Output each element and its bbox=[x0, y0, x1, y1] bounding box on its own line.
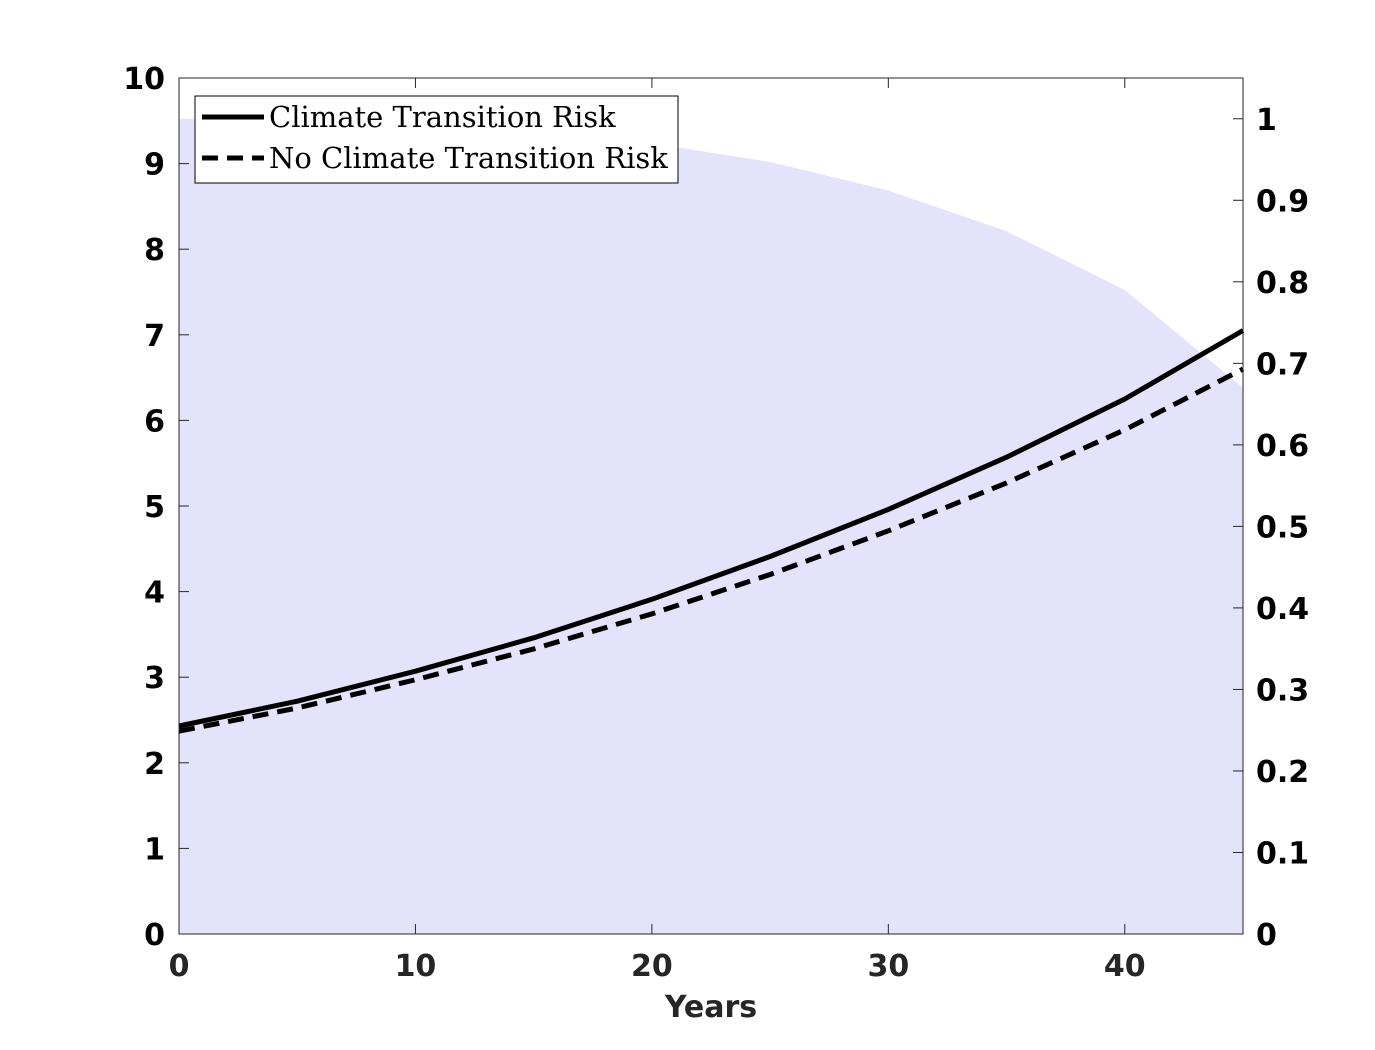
data-point-no-climate-transition-risk-5 bbox=[770, 574, 771, 575]
y2-tick-label: 0 bbox=[1256, 918, 1277, 953]
y-tick-label: 9 bbox=[144, 148, 165, 183]
data-point-climate-transition-risk-8 bbox=[1124, 399, 1125, 400]
y-tick-label: 6 bbox=[144, 404, 165, 439]
data-point-no-climate-transition-risk-7 bbox=[1006, 482, 1007, 483]
y-tick-label: 1 bbox=[144, 832, 165, 867]
y-tick-label: 8 bbox=[144, 233, 165, 268]
data-point-climate-transition-risk-6 bbox=[888, 509, 889, 510]
data-point-climate-transition-risk-1 bbox=[297, 701, 298, 702]
legend-box bbox=[194, 95, 679, 184]
x-tick-label: 20 bbox=[631, 949, 673, 984]
series-layer bbox=[178, 328, 1245, 734]
legend-label-climate-transition-risk: Climate Transition Risk bbox=[269, 100, 616, 134]
y-tick-label: 10 bbox=[123, 62, 165, 97]
x-tick-label: 0 bbox=[169, 949, 190, 984]
y-tick-label: 2 bbox=[144, 747, 165, 782]
series-line-no-climate-transition-risk bbox=[178, 366, 1245, 734]
y2-tick-label: 0.7 bbox=[1256, 347, 1309, 382]
axes-layer: 0 10 20 30 40 0 1 2 3 4 5 6 7 8 9 10 0 0.1 0.2 0.3 0.4 0.5 0.6… bbox=[123, 62, 1309, 984]
y2-tick-label: 1 bbox=[1256, 103, 1277, 138]
data-point-no-climate-transition-risk-2 bbox=[415, 679, 416, 680]
y2-tick-label: 0.4 bbox=[1256, 592, 1309, 627]
y-tick-label: 7 bbox=[144, 319, 165, 354]
y2-tick-label: 0.9 bbox=[1256, 184, 1309, 219]
y-tick-label: 4 bbox=[144, 576, 165, 611]
data-point-no-climate-transition-risk-6 bbox=[888, 530, 889, 531]
x-tick-label: 30 bbox=[867, 949, 909, 984]
legend: Climate Transition Risk No Climate Trans… bbox=[194, 95, 679, 184]
x-tick-label: 10 bbox=[395, 949, 437, 984]
data-point-no-climate-transition-risk-8 bbox=[1124, 429, 1125, 430]
y2-tick-label: 0.2 bbox=[1256, 755, 1309, 790]
y-tick-label: 3 bbox=[144, 661, 165, 696]
shaded-area bbox=[179, 118, 1243, 934]
y2-tick-label: 0.5 bbox=[1256, 510, 1309, 545]
data-point-no-climate-transition-risk-1 bbox=[297, 708, 298, 709]
y2-tick-label: 0.8 bbox=[1256, 266, 1309, 301]
legend-label-no-climate-transition-risk: No Climate Transition Risk bbox=[269, 141, 668, 175]
y2-tick-label: 0.3 bbox=[1256, 673, 1309, 708]
y2-tick-label: 0.1 bbox=[1256, 836, 1309, 871]
series-line-climate-transition-risk bbox=[178, 328, 1245, 729]
data-point-climate-transition-risk-3 bbox=[533, 637, 534, 638]
data-point-no-climate-transition-risk-3 bbox=[533, 648, 534, 649]
y-tick-label: 5 bbox=[144, 490, 165, 525]
x-tick-label: 40 bbox=[1104, 949, 1146, 984]
data-point-no-climate-transition-risk-4 bbox=[651, 613, 652, 614]
data-point-climate-transition-risk-2 bbox=[415, 671, 416, 672]
y2-tick-label: 0.6 bbox=[1256, 429, 1309, 464]
data-point-climate-transition-risk-7 bbox=[1006, 457, 1007, 458]
x-axis-title: Years bbox=[664, 990, 757, 1025]
data-point-climate-transition-risk-4 bbox=[651, 599, 652, 600]
y-tick-label: 0 bbox=[144, 918, 165, 953]
shaded-area-layer bbox=[179, 118, 1243, 934]
data-point-climate-transition-risk-5 bbox=[770, 556, 771, 557]
